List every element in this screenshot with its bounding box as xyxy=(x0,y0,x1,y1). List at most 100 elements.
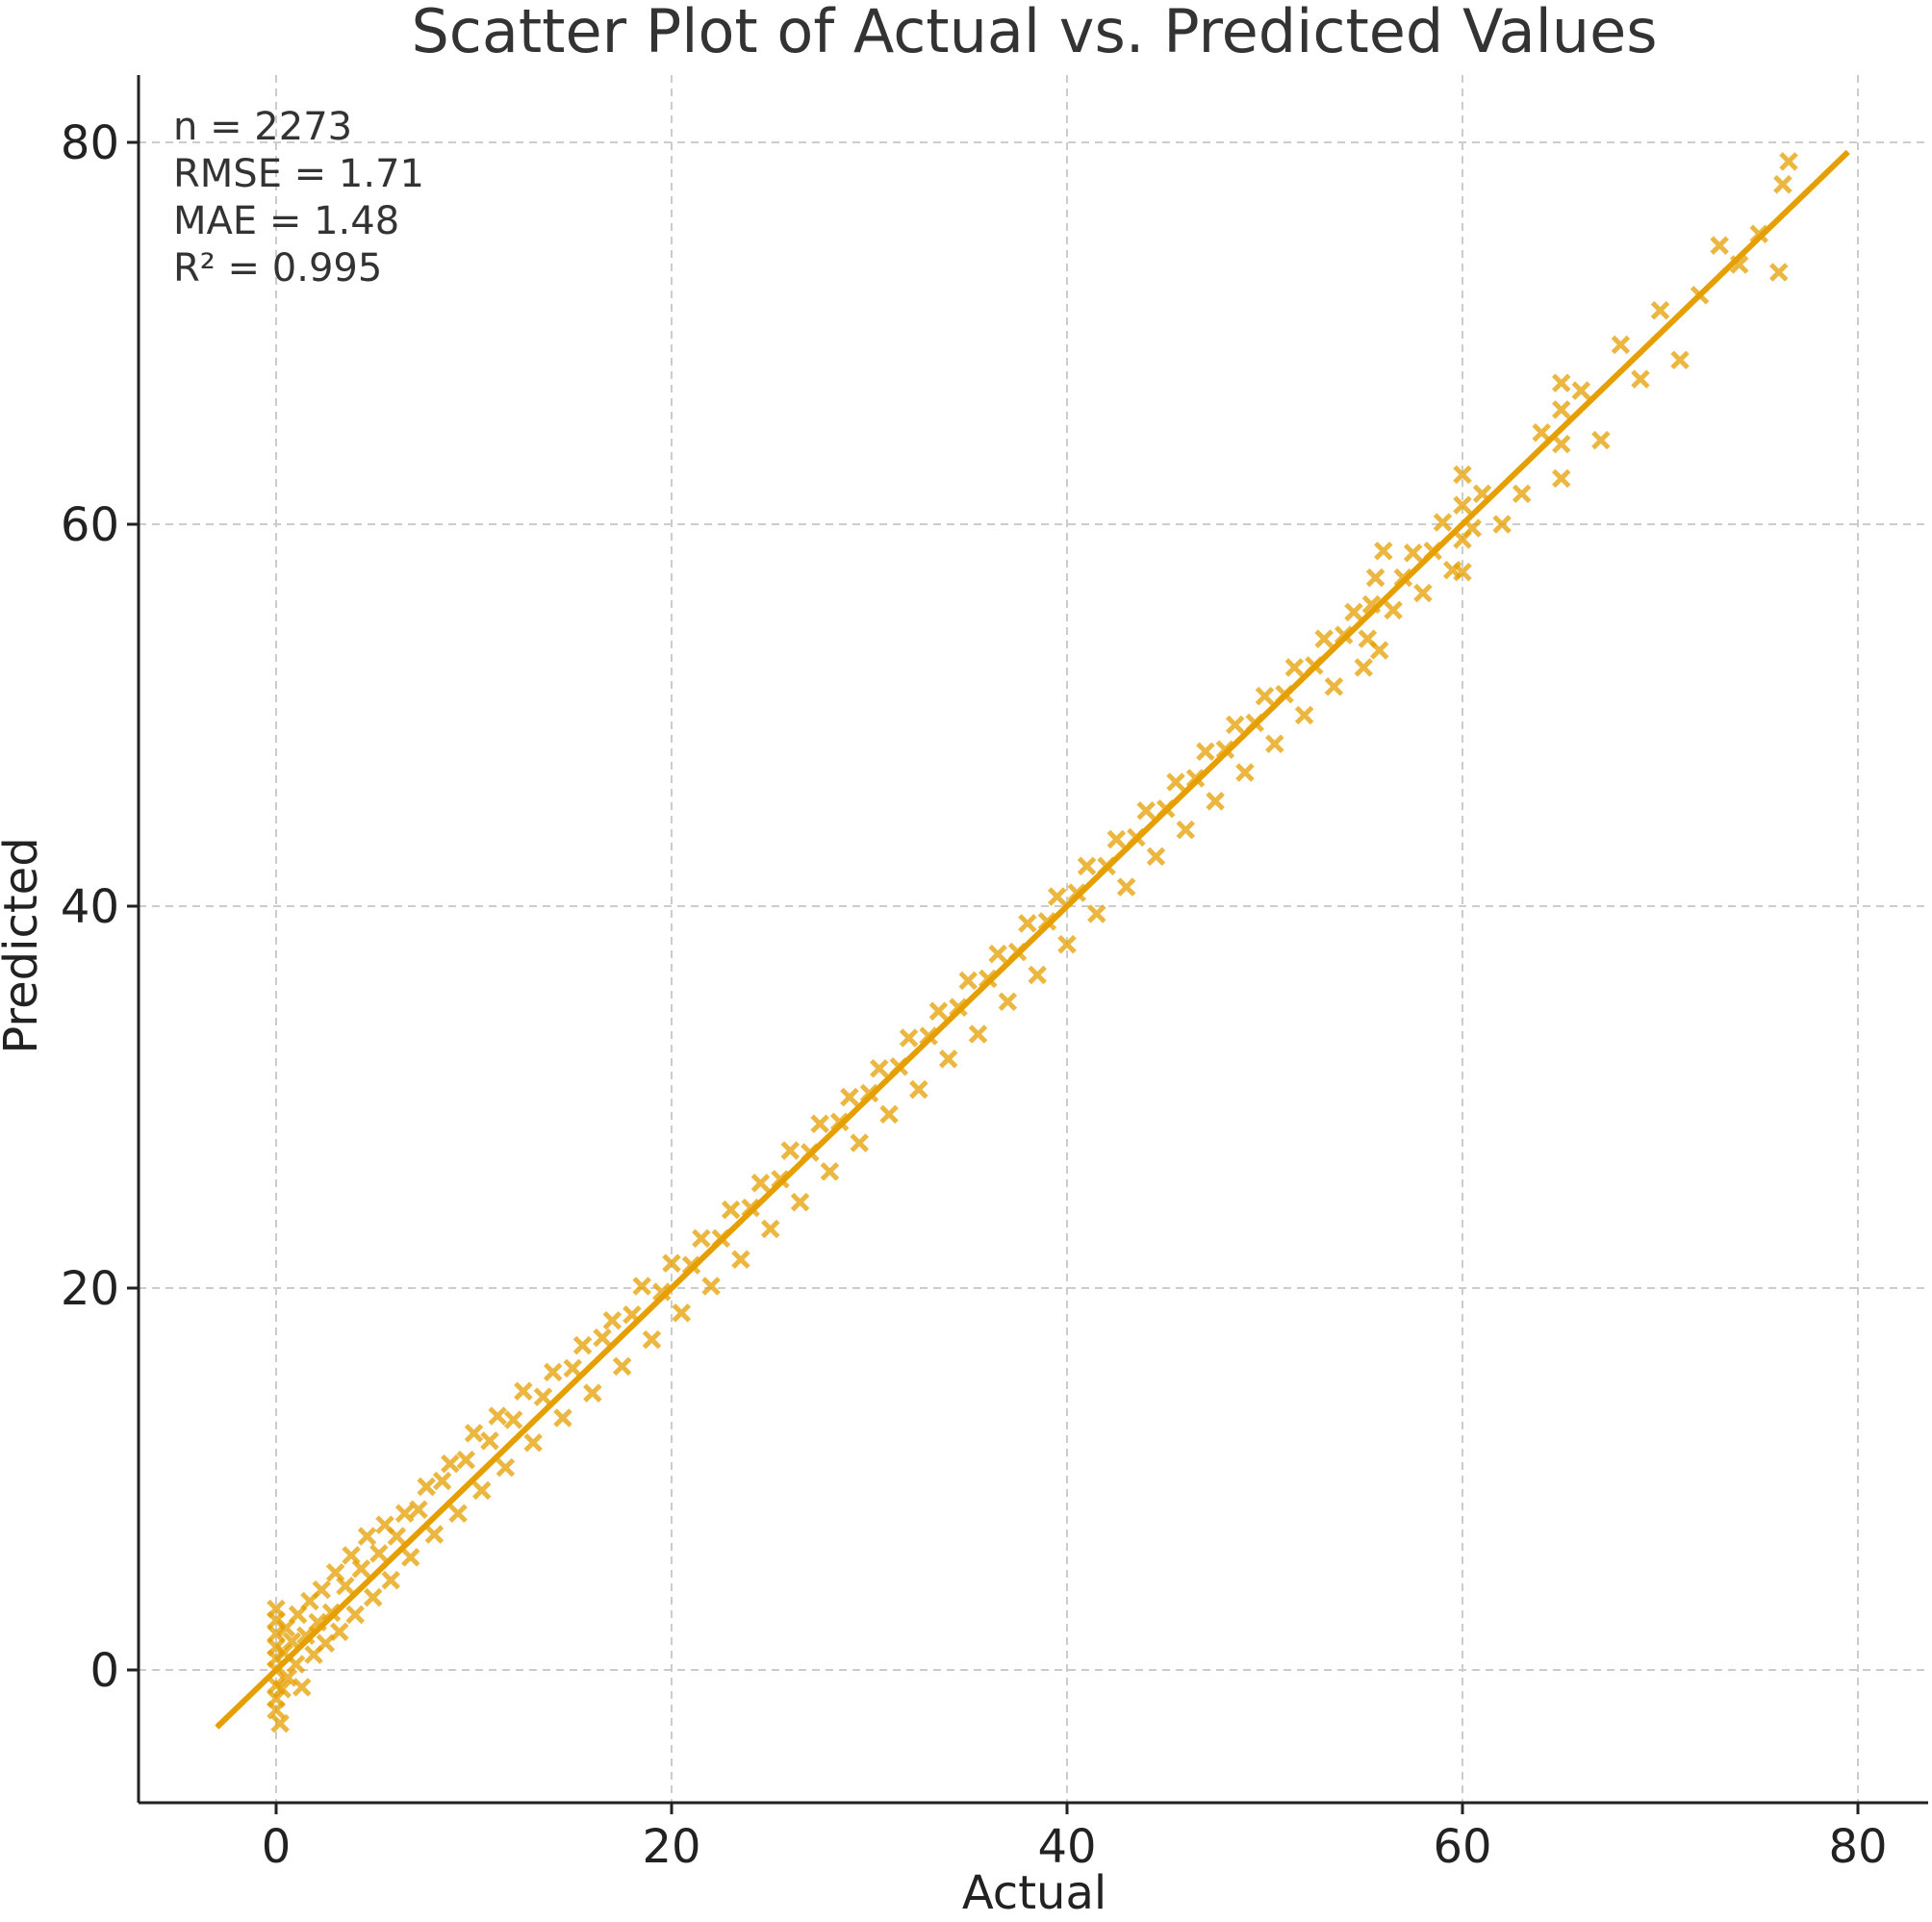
scatter-point xyxy=(593,1328,612,1348)
scatter-point xyxy=(928,1001,949,1021)
x-tick-label: 20 xyxy=(642,1820,700,1874)
scatter-point xyxy=(1365,568,1385,588)
scatter-point xyxy=(662,1253,681,1273)
scatter-point xyxy=(514,1381,533,1401)
stat-mae: MAE = 1.48 xyxy=(173,199,400,243)
stat-rmse: RMSE = 1.71 xyxy=(173,152,424,196)
scatter-point xyxy=(583,1383,602,1403)
scatter-point xyxy=(553,1408,572,1428)
scatter-point xyxy=(523,1433,543,1453)
x-axis-label: Actual xyxy=(961,1866,1107,1920)
scatter-point xyxy=(1670,350,1690,370)
scatter-point xyxy=(879,1104,899,1125)
scatter-point xyxy=(342,1546,361,1565)
scatter-point xyxy=(1166,772,1185,792)
scatter-point xyxy=(721,1200,741,1220)
scatter-point xyxy=(270,1713,290,1733)
scatter-point xyxy=(701,1277,721,1296)
scatter-point xyxy=(1551,468,1571,489)
scatter-point xyxy=(417,1477,436,1497)
y-axis-label: Predicted xyxy=(0,837,48,1054)
scatter-point xyxy=(1551,400,1571,419)
scatter-point xyxy=(642,1329,662,1350)
scatter-point xyxy=(496,1457,516,1478)
scatter-point xyxy=(1255,686,1275,706)
scatter-point xyxy=(651,1282,672,1302)
scatter-point xyxy=(1136,800,1156,821)
y-tick-label: 80 xyxy=(61,116,119,170)
scatter-point xyxy=(1344,602,1363,622)
scatter-point xyxy=(909,1079,928,1100)
scatter-point xyxy=(448,1504,468,1523)
scatter-point xyxy=(1551,373,1571,392)
scatter-point xyxy=(731,1250,750,1269)
scatter-point xyxy=(345,1605,365,1625)
scatter-point xyxy=(1206,792,1225,811)
scatter-point xyxy=(480,1431,499,1451)
scatter-point xyxy=(471,1480,492,1501)
scatter-point xyxy=(400,1548,420,1567)
scatter-point xyxy=(1369,641,1389,660)
scatter-point xyxy=(1571,381,1591,400)
grid-lines xyxy=(139,75,1928,1803)
scatter-point xyxy=(363,1587,383,1607)
scatter-point xyxy=(1284,658,1305,677)
scatter-point xyxy=(760,1219,780,1239)
scatter-point xyxy=(1294,705,1314,725)
scatter-point xyxy=(312,1580,332,1600)
scatter-point xyxy=(464,1424,484,1443)
scatter-point xyxy=(820,1162,840,1181)
scatter-point xyxy=(278,1668,298,1687)
scatter-point xyxy=(790,1192,810,1212)
scatter-point xyxy=(409,1500,428,1520)
scatter-point xyxy=(325,1563,345,1582)
scatter-point xyxy=(1492,515,1512,534)
scatter-point xyxy=(998,992,1018,1012)
scatter-point xyxy=(1773,174,1792,194)
scatter-point xyxy=(1650,300,1670,320)
scatter-point xyxy=(1265,734,1284,754)
scatter-point xyxy=(1591,430,1611,450)
stats-box: n = 2273 RMSE = 1.71 MAE = 1.48 R² = 0.9… xyxy=(173,104,424,292)
scatter-point xyxy=(1611,335,1631,355)
scatter-point xyxy=(1087,904,1106,923)
scatter-point xyxy=(1235,763,1255,782)
scatter-point xyxy=(563,1358,583,1378)
x-tick-label: 0 xyxy=(262,1820,292,1874)
scatter-point xyxy=(1532,422,1551,443)
scatter-point xyxy=(602,1310,623,1330)
tick-labels: 0 20 40 60 80 0 20 40 60 80 xyxy=(61,116,1888,1874)
scatter-point xyxy=(692,1228,711,1249)
scatter-point xyxy=(672,1303,692,1323)
scatter-point xyxy=(503,1410,523,1429)
scatter-point xyxy=(1057,934,1077,954)
scatter-point xyxy=(1779,152,1798,171)
scatter-point xyxy=(424,1525,445,1544)
scatter-points xyxy=(267,152,1798,1733)
scatter-point xyxy=(329,1622,349,1642)
scatter-point xyxy=(1324,676,1344,696)
chart-title: Scatter Plot of Actual vs. Predicted Val… xyxy=(411,0,1658,66)
scatter-point xyxy=(612,1356,632,1377)
scatter-point xyxy=(336,1576,355,1596)
scatter-point xyxy=(572,1335,593,1355)
scatter-point xyxy=(968,1024,988,1044)
scatter-point xyxy=(1176,820,1196,840)
scatter-point xyxy=(1028,965,1047,985)
scatter-point xyxy=(1354,658,1374,677)
scatter-point xyxy=(1453,495,1472,515)
scatter-point xyxy=(1047,887,1067,906)
scatter-point xyxy=(780,1141,801,1160)
scatter-point xyxy=(1453,562,1472,582)
scatter-point xyxy=(381,1570,400,1590)
scatter-point xyxy=(357,1527,377,1546)
scatter-point xyxy=(456,1450,476,1470)
scatter-point xyxy=(1433,513,1453,532)
y-tick-label: 0 xyxy=(89,1644,119,1698)
x-tick-label: 40 xyxy=(1037,1820,1096,1874)
scatter-point xyxy=(1413,583,1433,603)
scatter-point xyxy=(870,1058,889,1078)
scatter-point xyxy=(1769,263,1789,282)
